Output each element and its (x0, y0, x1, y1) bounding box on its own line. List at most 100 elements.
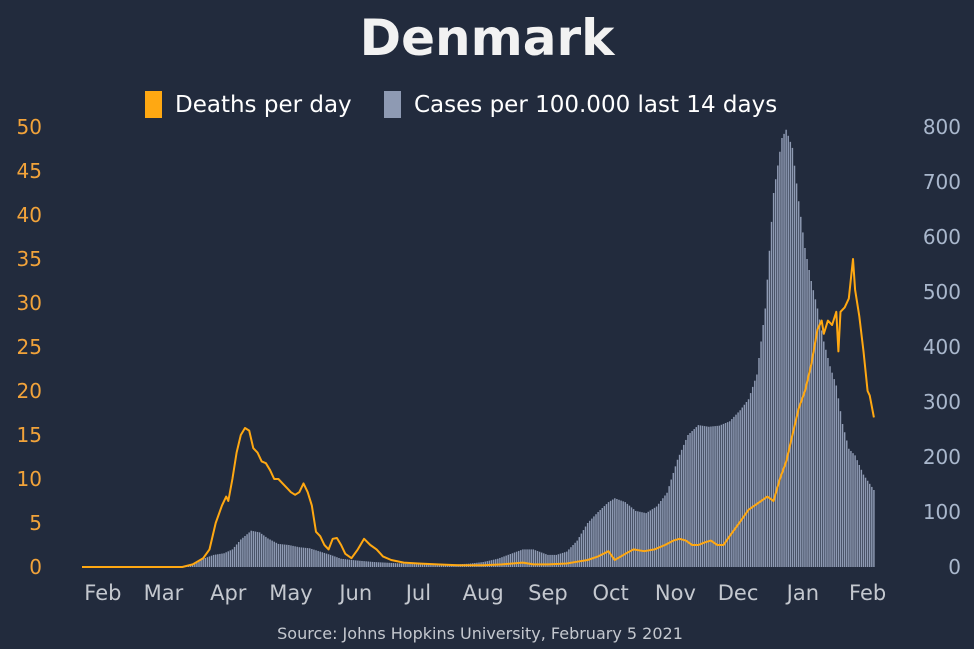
cases-bar (380, 562, 382, 567)
cases-bar (731, 419, 733, 567)
cases-bar (843, 432, 846, 567)
left-tick-label: 50 (17, 115, 42, 139)
cases-bar (319, 551, 321, 567)
cases-bar (198, 560, 200, 567)
cases-bar (829, 366, 831, 567)
cases-bar (382, 562, 384, 567)
left-tick-label: 35 (17, 247, 42, 271)
cases-bar (718, 425, 721, 567)
left-tick-label: 45 (17, 159, 42, 183)
cases-bar (712, 426, 714, 567)
cases-bar (612, 499, 614, 567)
cases-bar (860, 469, 863, 567)
cases-bar (858, 464, 861, 567)
cases-bar (737, 412, 739, 567)
cases-bar (244, 535, 246, 567)
cases-bar (530, 549, 532, 567)
cases-bar (436, 564, 438, 567)
cases-bar (693, 429, 695, 567)
cases-bar (194, 563, 196, 567)
cases-bar (509, 554, 512, 567)
cases-bar (856, 460, 858, 567)
cases-bar (363, 561, 365, 567)
cases-bar (281, 544, 284, 567)
cases-bar (745, 402, 748, 567)
cases-bar (676, 459, 679, 567)
cases-bar (586, 523, 589, 567)
cases-bar (582, 530, 585, 567)
cases-bar (683, 444, 685, 567)
cases-bar (217, 554, 219, 567)
cases-bar (678, 454, 681, 567)
cases-bar (559, 553, 562, 567)
cases-bar (357, 560, 359, 567)
cases-bar (396, 563, 399, 567)
cases-bar (854, 455, 856, 567)
x-tick-label: Jun (337, 581, 372, 605)
cases-bar (687, 435, 689, 567)
cases-bar (595, 514, 597, 567)
cases-bar (532, 549, 535, 567)
cases-bar (233, 546, 236, 567)
x-tick-label: May (269, 581, 312, 605)
cases-bar (534, 550, 537, 567)
cases-bar (288, 545, 290, 567)
cases-bar (227, 551, 229, 567)
cases-bar (231, 549, 234, 567)
cases-bar (365, 561, 367, 567)
cases-bar (632, 509, 635, 567)
cases-bar (574, 542, 576, 567)
cases-bar (660, 501, 662, 567)
cases-bar (501, 557, 503, 567)
cases-bar (871, 486, 873, 567)
cases-bar (223, 553, 225, 567)
cases-bar (348, 559, 351, 567)
cases-bar (630, 507, 633, 567)
x-tick-label: Aug (463, 581, 504, 605)
cases-bar (522, 549, 524, 567)
cases-bar (375, 562, 378, 567)
cases-bar (566, 551, 568, 567)
cases-bar (601, 508, 604, 567)
cases-bars (183, 129, 875, 568)
cases-bar (701, 425, 704, 567)
cases-bar (697, 425, 700, 567)
cases-bar (528, 549, 530, 567)
cases-bar (511, 553, 514, 567)
cases-bar (572, 545, 574, 567)
cases-bar (810, 281, 812, 567)
cases-bar (367, 561, 369, 567)
cases-bar (609, 500, 612, 567)
cases-bar (283, 544, 286, 567)
cases-bar (833, 379, 835, 567)
cases-bar (691, 431, 693, 567)
cases-bar (369, 561, 372, 567)
cases-bar (265, 536, 267, 567)
cases-bar (403, 563, 405, 567)
cases-bar (764, 308, 766, 567)
cases-bar (637, 511, 639, 567)
cases-bar (555, 554, 558, 567)
cases-bar (695, 427, 698, 567)
cases-bar (221, 553, 223, 567)
left-tick-label: 40 (17, 203, 42, 227)
right-tick-label: 600 (923, 225, 961, 249)
right-tick-label: 800 (923, 115, 961, 139)
cases-bar (334, 556, 336, 567)
cases-bar (545, 554, 547, 567)
cases-bar (536, 550, 539, 567)
cases-bar (729, 421, 731, 567)
cases-bar (398, 563, 401, 567)
cases-bar (820, 330, 823, 567)
cases-bar (818, 319, 821, 567)
cases-bar (438, 564, 441, 567)
cases-bar (800, 216, 802, 567)
cases-bar (616, 499, 618, 567)
cases-bar (570, 547, 572, 567)
cases-bar (747, 399, 750, 567)
cases-bar (208, 556, 211, 567)
cases-bar (749, 393, 752, 567)
x-axis-ticks: Feb Mar Apr May Jun Jul Aug Sep Oct Nov Dec Jan Feb (84, 581, 886, 605)
x-tick-label: Jan (785, 581, 819, 605)
cases-bar (770, 221, 773, 568)
